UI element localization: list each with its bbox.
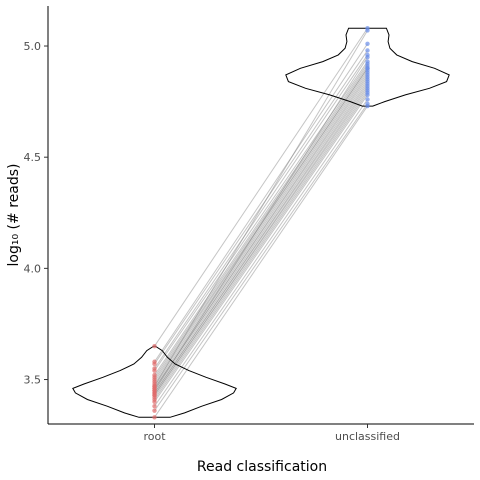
point-root: [152, 415, 157, 420]
point-unclassified: [365, 92, 370, 98]
violin-unclassified: [285, 27, 450, 107]
y-tick-label: 5.0: [24, 40, 42, 53]
pair-line: [154, 70, 368, 385]
y-tick-label: 4.0: [24, 262, 42, 275]
pair-line: [154, 103, 368, 411]
point-root: [152, 384, 157, 389]
x-tick-label-root: root: [143, 430, 166, 443]
pair-line: [154, 72, 368, 387]
pair-line: [154, 43, 368, 363]
pair-line: [154, 61, 368, 371]
pair-line: [154, 99, 368, 407]
point-unclassified: [365, 41, 370, 46]
x-ticks: root unclassified: [143, 424, 400, 443]
point-root: [152, 361, 157, 367]
pair-line: [154, 56, 368, 391]
point-root: [152, 388, 157, 393]
point-root: [152, 368, 157, 373]
pair-line: [154, 87, 368, 396]
pair-line: [154, 27, 368, 347]
y-axis-title: log₁₀ (# reads): [6, 164, 22, 267]
pair-line: [154, 67, 368, 383]
pair-line: [154, 90, 368, 398]
pair-line: [154, 74, 368, 389]
point-unclassified: [365, 28, 370, 33]
pair-line: [154, 67, 368, 380]
pair-line: [154, 83, 368, 394]
pair-line: [154, 79, 368, 391]
pair-line: [154, 85, 368, 396]
pair-line: [154, 30, 368, 387]
points: [152, 26, 370, 420]
point-unclassified: [365, 48, 370, 53]
point-root: [152, 404, 157, 409]
pair-line: [154, 105, 368, 418]
pair-line: [154, 63, 368, 376]
pair-line: [154, 50, 368, 365]
x-tick-label-unclassified: unclassified: [335, 430, 400, 443]
point-unclassified: [365, 103, 370, 109]
point-unclassified: [365, 97, 370, 102]
pair-lines: [154, 27, 368, 418]
pair-line: [154, 92, 368, 400]
point-root: [152, 408, 157, 413]
y-ticks: 3.5 4.0 4.5 5.0: [24, 40, 48, 387]
pair-line: [154, 54, 368, 369]
pair-line: [154, 81, 368, 394]
point-root: [152, 343, 157, 349]
point-root: [152, 399, 157, 404]
point-unclassified: [365, 54, 370, 60]
x-axis-title: Read classification: [197, 459, 327, 475]
y-tick-label: 3.5: [24, 374, 42, 387]
pair-line: [154, 76, 368, 389]
pair-line: [154, 65, 368, 378]
y-tick-label: 4.5: [24, 151, 42, 164]
pair-line: [154, 94, 368, 403]
violins: [72, 27, 450, 418]
